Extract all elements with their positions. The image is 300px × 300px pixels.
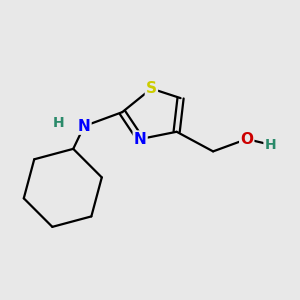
Text: O: O — [240, 132, 253, 147]
Text: H: H — [53, 116, 65, 130]
Text: H: H — [265, 138, 276, 152]
Text: S: S — [146, 81, 157, 96]
Text: N: N — [134, 132, 147, 147]
Text: N: N — [78, 119, 91, 134]
